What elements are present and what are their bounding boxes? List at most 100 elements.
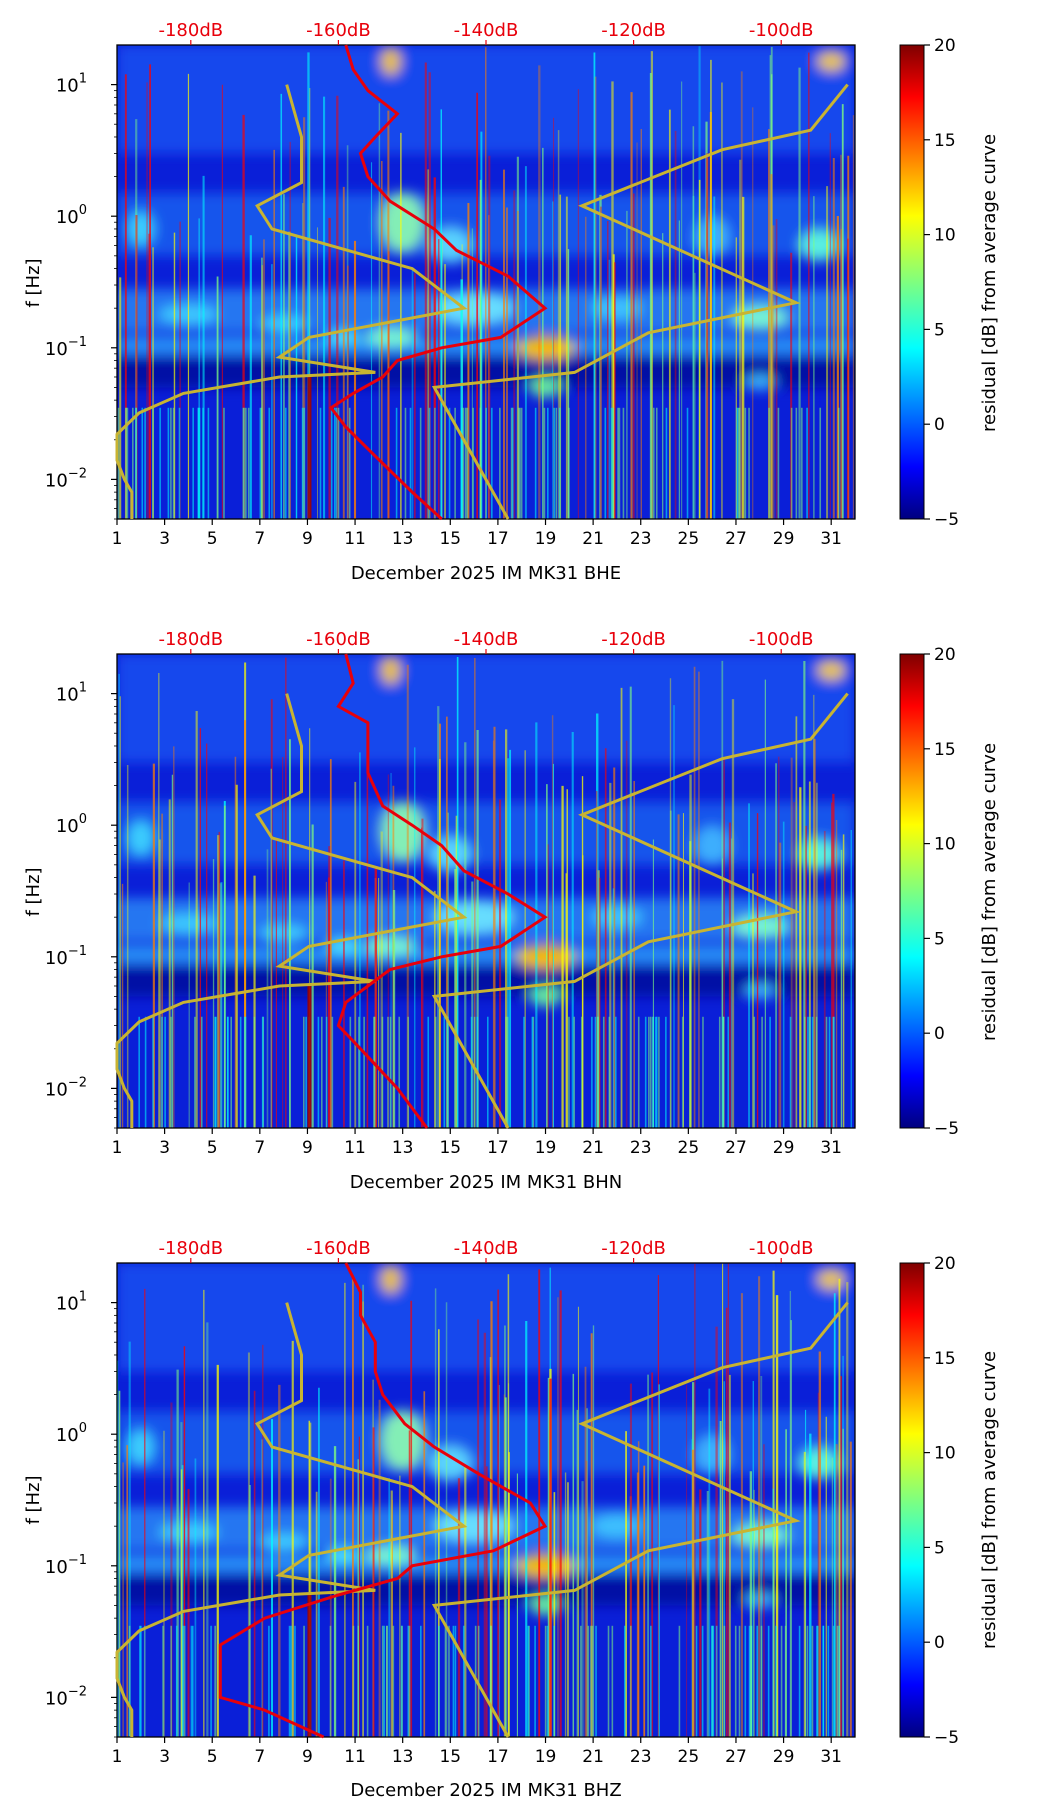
low-noise-model-line [115, 693, 468, 1128]
y-tick-label: 10−1 [45, 335, 87, 360]
x-tick-label: 25 [678, 1747, 700, 1767]
colorbar [899, 1262, 925, 1738]
x-tick-label: 13 [392, 1138, 414, 1158]
x-tick-label: 25 [678, 529, 700, 549]
colorbar-tick-label: 20 [934, 645, 956, 665]
x-tick-label: 11 [344, 1138, 366, 1158]
x-axis-ticks: 1 3 5 7 9 11 13 15 17 19 21 23 25 27 29 31 [112, 519, 842, 549]
db-tick-label: -140dB [454, 629, 519, 650]
db-tick-label: -120dB [601, 1238, 666, 1259]
db-tick-label: -140dB [454, 20, 519, 41]
x-tick-label: 29 [773, 1138, 795, 1158]
colorbar-tick-label: −5 [934, 1728, 959, 1748]
y-tick-label: 10−2 [45, 466, 87, 491]
colorbar-tick-label: −5 [934, 1119, 959, 1139]
x-tick-label: 19 [535, 1138, 557, 1158]
x-tick-label: 29 [773, 1747, 795, 1767]
y-axis-ticks: 10−2 10−1 100 101 [45, 1290, 117, 1738]
x-tick-label: 5 [207, 529, 218, 549]
heatmap-bhe [117, 45, 855, 519]
colorbar-tick-label: 10 [934, 835, 956, 855]
y-axis-label: f [Hz] [23, 867, 44, 916]
db-tick-label: -180dB [158, 629, 223, 650]
x-tick-label: 25 [678, 1138, 700, 1158]
x-tick-label: 23 [630, 1138, 652, 1158]
y-tick-label: 101 [56, 72, 87, 97]
colorbar-tick-label: 0 [934, 1633, 945, 1653]
db-tick-label: -180dB [158, 1238, 223, 1259]
heatmap-blobs [117, 654, 855, 1007]
colorbar-tick-label: 10 [934, 1444, 956, 1464]
y-axis-ticks: 10−2 10−1 100 101 [45, 72, 117, 520]
colorbar-tick-label: 15 [934, 1349, 956, 1369]
panel-bhe: 1 3 5 7 9 11 13 15 17 19 21 23 25 27 29 31 10−210−11001… [23, 20, 1000, 584]
x-tick-label: 9 [302, 1747, 313, 1767]
x-axis-label: December 2025 IM MK31 BHZ [350, 1780, 621, 1801]
x-tick-label: 7 [254, 1747, 265, 1767]
colorbar-tick-label: 10 [934, 226, 956, 246]
colorbar-tick-label: 5 [934, 320, 945, 340]
x-tick-label: 3 [159, 1138, 170, 1158]
db-tick-label: -160dB [306, 1238, 371, 1259]
colorbar [899, 653, 925, 1129]
db-tick-label: -120dB [601, 20, 666, 41]
x-tick-label: 19 [535, 529, 557, 549]
x-tick-label: 7 [254, 529, 265, 549]
x-tick-label: 1 [112, 529, 123, 549]
y-axis-label: f [Hz] [23, 258, 44, 307]
y-tick-label: 100 [56, 203, 87, 228]
x-tick-label: 3 [159, 529, 170, 549]
db-tick-label: -160dB [306, 20, 371, 41]
low-noise-model-line [115, 84, 468, 519]
heatmap-bhn [117, 654, 855, 1128]
x-tick-label: 15 [439, 1747, 461, 1767]
colorbar-tick-label: 20 [934, 36, 956, 56]
colorbar-tick-label: 0 [934, 1024, 945, 1044]
colorbar-tick-label: 15 [934, 740, 956, 760]
colorbar-tick-label: 5 [934, 1538, 945, 1558]
x-tick-label: 23 [630, 1747, 652, 1767]
y-tick-label: 100 [56, 812, 87, 837]
median-psd-line [218, 1262, 548, 1739]
y-tick-label: 10−2 [45, 1684, 87, 1709]
x-tick-label: 9 [302, 529, 313, 549]
db-tick-label: -120dB [601, 629, 666, 650]
y-axis-ticks: 10−2 10−1 100 101 [45, 681, 117, 1129]
x-tick-label: 21 [582, 1747, 604, 1767]
y-tick-label: 10−1 [45, 944, 87, 969]
x-tick-label: 1 [112, 1747, 123, 1767]
x-tick-label: 9 [302, 1138, 313, 1158]
high-noise-model-line [431, 83, 849, 520]
low-noise-model-line [115, 1302, 468, 1737]
db-tick-label: -100dB [749, 20, 814, 41]
high-noise-model-line [431, 1301, 849, 1738]
x-tick-label: 5 [207, 1138, 218, 1158]
panel-bhz: 1 3 5 7 9 11 13 15 17 19 21 23 25 27 29 31 10−210−11001… [23, 1238, 1000, 1801]
x-tick-label: 17 [487, 1747, 509, 1767]
x-tick-label: 11 [344, 529, 366, 549]
colorbar-ticks: −5 0 5 10 15 20 [924, 645, 959, 1139]
colorbar-tick-label: 5 [934, 929, 945, 949]
x-axis-label: December 2025 IM MK31 BHN [350, 1172, 622, 1193]
colorbar [899, 44, 925, 520]
db-axis-ticks: -180dB -160dB -140dB -120dB -100dB [158, 1238, 814, 1263]
x-tick-label: 27 [725, 1138, 747, 1158]
colorbar-tick-label: 20 [934, 1254, 956, 1274]
heatmap-bhz [117, 1263, 855, 1737]
db-tick-label: -180dB [158, 20, 223, 41]
colorbar-tick-label: 15 [934, 131, 956, 151]
x-tick-label: 31 [820, 529, 842, 549]
db-tick-label: -100dB [749, 629, 814, 650]
y-axis-label: f [Hz] [23, 1475, 44, 1524]
colorbar-tick-label: 0 [934, 415, 945, 435]
colorbar-ticks: −5 0 5 10 15 20 [924, 36, 959, 530]
x-tick-label: 27 [725, 1747, 747, 1767]
db-tick-label: -140dB [454, 1238, 519, 1259]
x-tick-label: 27 [725, 529, 747, 549]
x-tick-label: 21 [582, 1138, 604, 1158]
x-axis-ticks: 1 3 5 7 9 11 13 15 17 19 21 23 25 27 29 31 [112, 1128, 842, 1158]
x-tick-label: 13 [392, 1747, 414, 1767]
x-axis-label: December 2025 IM MK31 BHE [351, 563, 621, 584]
x-tick-label: 31 [820, 1747, 842, 1767]
colorbar-ticks: −5 0 5 10 15 20 [924, 1254, 959, 1748]
